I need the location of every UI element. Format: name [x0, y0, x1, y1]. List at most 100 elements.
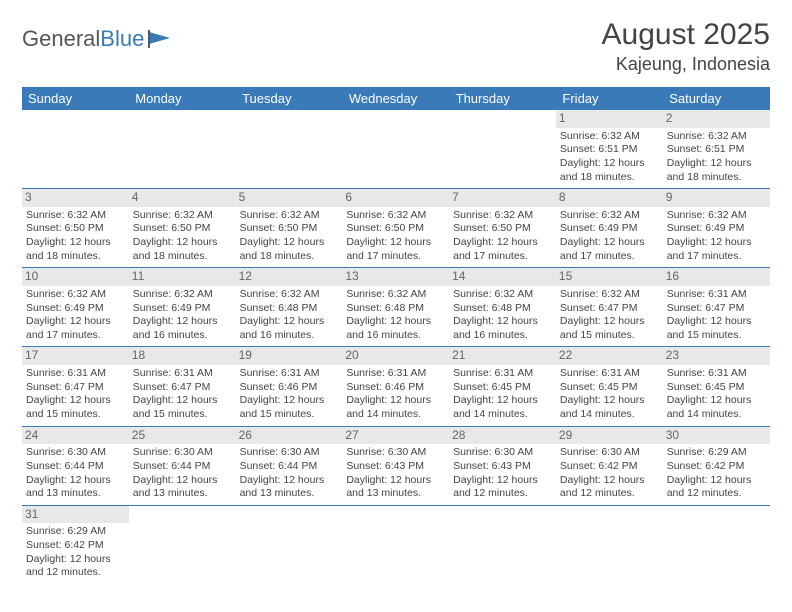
sunset-text: Sunset: 6:42 PM: [667, 460, 766, 474]
day-number: 31: [22, 506, 129, 524]
sunrise-text: Sunrise: 6:31 AM: [453, 367, 552, 381]
sunrise-text: Sunrise: 6:32 AM: [453, 209, 552, 223]
sunrise-text: Sunrise: 6:32 AM: [133, 288, 232, 302]
calendar-day-cell: 2 Sunrise: 6:32 AMSunset: 6:51 PMDaylight…: [663, 110, 770, 189]
daylight-text: Daylight: 12 hours and 13 minutes.: [240, 474, 339, 501]
day-number: 12: [236, 268, 343, 286]
calendar-day-cell: 20 Sunrise: 6:31 AMSunset: 6:46 PMDayligh…: [342, 347, 449, 426]
calendar-day-cell: [129, 110, 236, 189]
day-number: 22: [556, 347, 663, 365]
daylight-text: Daylight: 12 hours and 17 minutes.: [346, 236, 445, 263]
sunset-text: Sunset: 6:46 PM: [240, 381, 339, 395]
sunrise-text: Sunrise: 6:31 AM: [26, 367, 125, 381]
daylight-text: Daylight: 12 hours and 17 minutes.: [26, 315, 125, 342]
logo-flag-icon: [148, 30, 174, 48]
calendar-week-row: 31Sunrise: 6:29 AMSunset: 6:42 PMDayligh…: [22, 505, 770, 584]
daylight-text: Daylight: 12 hours and 14 minutes.: [346, 394, 445, 421]
calendar-day-cell: [236, 505, 343, 584]
sunset-text: Sunset: 6:43 PM: [346, 460, 445, 474]
sunset-text: Sunset: 6:51 PM: [667, 143, 766, 157]
calendar-day-cell: 12 Sunrise: 6:32 AMSunset: 6:48 PMDayligh…: [236, 268, 343, 347]
day-number: 26: [236, 427, 343, 445]
day-number: 11: [129, 268, 236, 286]
logo-text-general: General: [22, 26, 100, 52]
sunrise-text: Sunrise: 6:31 AM: [667, 288, 766, 302]
calendar-day-cell: [556, 505, 663, 584]
daylight-text: Daylight: 12 hours and 18 minutes.: [26, 236, 125, 263]
calendar-table: Sunday Monday Tuesday Wednesday Thursday…: [22, 87, 770, 584]
calendar-week-row: 24Sunrise: 6:30 AMSunset: 6:44 PMDayligh…: [22, 426, 770, 505]
daylight-text: Daylight: 12 hours and 16 minutes.: [240, 315, 339, 342]
sunset-text: Sunset: 6:45 PM: [453, 381, 552, 395]
weekday-header: Thursday: [449, 87, 556, 110]
sunrise-text: Sunrise: 6:31 AM: [346, 367, 445, 381]
sunset-text: Sunset: 6:51 PM: [560, 143, 659, 157]
calendar-day-cell: 14Sunrise: 6:32 AMSunset: 6:48 PMDayligh…: [449, 268, 556, 347]
sunrise-text: Sunrise: 6:32 AM: [453, 288, 552, 302]
sunset-text: Sunset: 6:50 PM: [133, 222, 232, 236]
weekday-header: Wednesday: [342, 87, 449, 110]
daylight-text: Daylight: 12 hours and 13 minutes.: [26, 474, 125, 501]
daylight-text: Daylight: 12 hours and 14 minutes.: [453, 394, 552, 421]
day-number: 24: [22, 427, 129, 445]
weekday-header-row: Sunday Monday Tuesday Wednesday Thursday…: [22, 87, 770, 110]
day-number: 14: [449, 268, 556, 286]
day-number: 7: [449, 189, 556, 207]
sunset-text: Sunset: 6:42 PM: [560, 460, 659, 474]
daylight-text: Daylight: 12 hours and 13 minutes.: [346, 474, 445, 501]
day-number: 13: [342, 268, 449, 286]
calendar-day-cell: [22, 110, 129, 189]
day-number: 2: [663, 110, 770, 128]
sunset-text: Sunset: 6:44 PM: [133, 460, 232, 474]
calendar-day-cell: 8Sunrise: 6:32 AMSunset: 6:49 PMDaylight…: [556, 189, 663, 268]
calendar-day-cell: [129, 505, 236, 584]
daylight-text: Daylight: 12 hours and 17 minutes.: [453, 236, 552, 263]
calendar-day-cell: [236, 110, 343, 189]
calendar-day-cell: 19Sunrise: 6:31 AMSunset: 6:46 PMDayligh…: [236, 347, 343, 426]
calendar-week-row: 3Sunrise: 6:32 AMSunset: 6:50 PMDaylight…: [22, 189, 770, 268]
sunrise-text: Sunrise: 6:32 AM: [560, 288, 659, 302]
calendar-day-cell: 18Sunrise: 6:31 AMSunset: 6:47 PMDayligh…: [129, 347, 236, 426]
day-number: 30: [663, 427, 770, 445]
sunset-text: Sunset: 6:50 PM: [26, 222, 125, 236]
sunset-text: Sunset: 6:46 PM: [346, 381, 445, 395]
logo: GeneralBlue: [22, 26, 174, 52]
daylight-text: Daylight: 12 hours and 18 minutes.: [667, 157, 766, 184]
calendar-day-cell: 11Sunrise: 6:32 AMSunset: 6:49 PMDayligh…: [129, 268, 236, 347]
calendar-day-cell: 4Sunrise: 6:32 AMSunset: 6:50 PMDaylight…: [129, 189, 236, 268]
calendar-day-cell: [449, 505, 556, 584]
sunset-text: Sunset: 6:47 PM: [26, 381, 125, 395]
calendar-day-cell: 7Sunrise: 6:32 AMSunset: 6:50 PMDaylight…: [449, 189, 556, 268]
calendar-day-cell: 23Sunrise: 6:31 AMSunset: 6:45 PMDayligh…: [663, 347, 770, 426]
calendar-day-cell: 10Sunrise: 6:32 AMSunset: 6:49 PMDayligh…: [22, 268, 129, 347]
sunset-text: Sunset: 6:48 PM: [240, 302, 339, 316]
sunrise-text: Sunrise: 6:29 AM: [26, 525, 125, 539]
sunrise-text: Sunrise: 6:31 AM: [667, 367, 766, 381]
calendar-week-row: 17Sunrise: 6:31 AMSunset: 6:47 PMDayligh…: [22, 347, 770, 426]
calendar-day-cell: 3Sunrise: 6:32 AMSunset: 6:50 PMDaylight…: [22, 189, 129, 268]
daylight-text: Daylight: 12 hours and 14 minutes.: [560, 394, 659, 421]
daylight-text: Daylight: 12 hours and 12 minutes.: [26, 553, 125, 580]
day-number: 21: [449, 347, 556, 365]
sunrise-text: Sunrise: 6:30 AM: [133, 446, 232, 460]
calendar-day-cell: [342, 505, 449, 584]
sunrise-text: Sunrise: 6:32 AM: [560, 209, 659, 223]
day-number: 23: [663, 347, 770, 365]
calendar-day-cell: 22Sunrise: 6:31 AMSunset: 6:45 PMDayligh…: [556, 347, 663, 426]
day-number: 1: [556, 110, 663, 128]
day-number: 16: [663, 268, 770, 286]
sunset-text: Sunset: 6:44 PM: [26, 460, 125, 474]
day-number: 6: [342, 189, 449, 207]
calendar-day-cell: 25Sunrise: 6:30 AMSunset: 6:44 PMDayligh…: [129, 426, 236, 505]
daylight-text: Daylight: 12 hours and 14 minutes.: [667, 394, 766, 421]
daylight-text: Daylight: 12 hours and 12 minutes.: [667, 474, 766, 501]
sunrise-text: Sunrise: 6:32 AM: [346, 209, 445, 223]
weekday-header: Sunday: [22, 87, 129, 110]
day-number: 20: [342, 347, 449, 365]
sunrise-text: Sunrise: 6:30 AM: [346, 446, 445, 460]
calendar-day-cell: 16Sunrise: 6:31 AMSunset: 6:47 PMDayligh…: [663, 268, 770, 347]
sunrise-text: Sunrise: 6:32 AM: [667, 130, 766, 144]
daylight-text: Daylight: 12 hours and 16 minutes.: [133, 315, 232, 342]
calendar-day-cell: 26Sunrise: 6:30 AMSunset: 6:44 PMDayligh…: [236, 426, 343, 505]
sunrise-text: Sunrise: 6:32 AM: [240, 288, 339, 302]
